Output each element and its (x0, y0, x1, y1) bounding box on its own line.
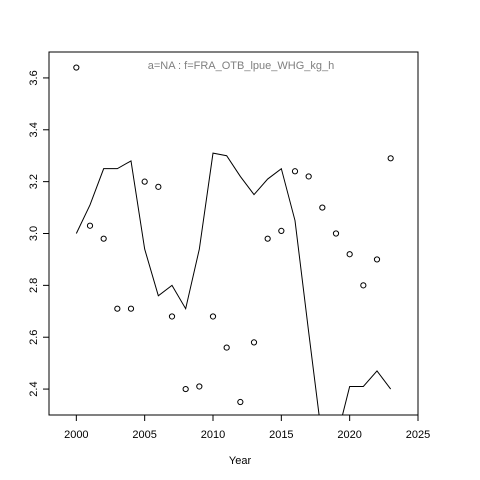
fitted-line (75, 152, 392, 415)
data-point (291, 168, 299, 175)
data-point (387, 155, 394, 162)
plot-frame (48, 51, 419, 416)
data-point (319, 204, 326, 211)
x-tick-label: 2010 (201, 429, 225, 441)
data-point (73, 64, 80, 71)
data-point (209, 313, 217, 320)
data-point (346, 251, 353, 258)
y-tick-label: 2.8 (28, 278, 40, 293)
data-point (332, 230, 340, 237)
data-point (196, 383, 203, 390)
data-point (360, 282, 367, 289)
x-tick-label: 2015 (269, 429, 293, 441)
y-tick-label: 2.6 (28, 330, 40, 345)
x-axis: 2000 2005 2010 2015 2020 2025 (64, 415, 430, 441)
data-point (250, 339, 258, 346)
x-tick-label: 2025 (406, 429, 430, 441)
x-tick-label: 2000 (64, 429, 88, 441)
data-point (237, 398, 244, 406)
data-point (373, 256, 381, 263)
y-tick-label: 3.0 (28, 226, 40, 241)
data-point (155, 183, 162, 190)
y-axis: 2.4 2.6 2.8 3.0 3.2 3.4 3.6 (28, 70, 49, 397)
data-point (278, 227, 285, 235)
series-layer (73, 64, 394, 415)
y-tick-label: 3.4 (28, 122, 40, 137)
y-tick-label: 3.6 (28, 70, 40, 85)
data-point (86, 222, 94, 229)
chart-annotation: a=NA : f=FRA_OTB_lpue_WHG_kg_h (148, 60, 334, 72)
x-tick-label: 2020 (337, 429, 361, 441)
data-point (141, 178, 148, 185)
data-point (182, 385, 189, 393)
data-point (305, 173, 312, 180)
y-tick-label: 2.4 (28, 381, 40, 396)
data-point (264, 235, 271, 242)
x-axis-title: Year (229, 455, 252, 467)
data-point (223, 344, 230, 351)
data-point (168, 313, 176, 320)
y-tick-label: 3.2 (28, 174, 40, 189)
data-point (114, 305, 121, 312)
data-point (127, 305, 135, 312)
x-tick-label: 2005 (132, 429, 156, 441)
data-point (100, 235, 107, 242)
